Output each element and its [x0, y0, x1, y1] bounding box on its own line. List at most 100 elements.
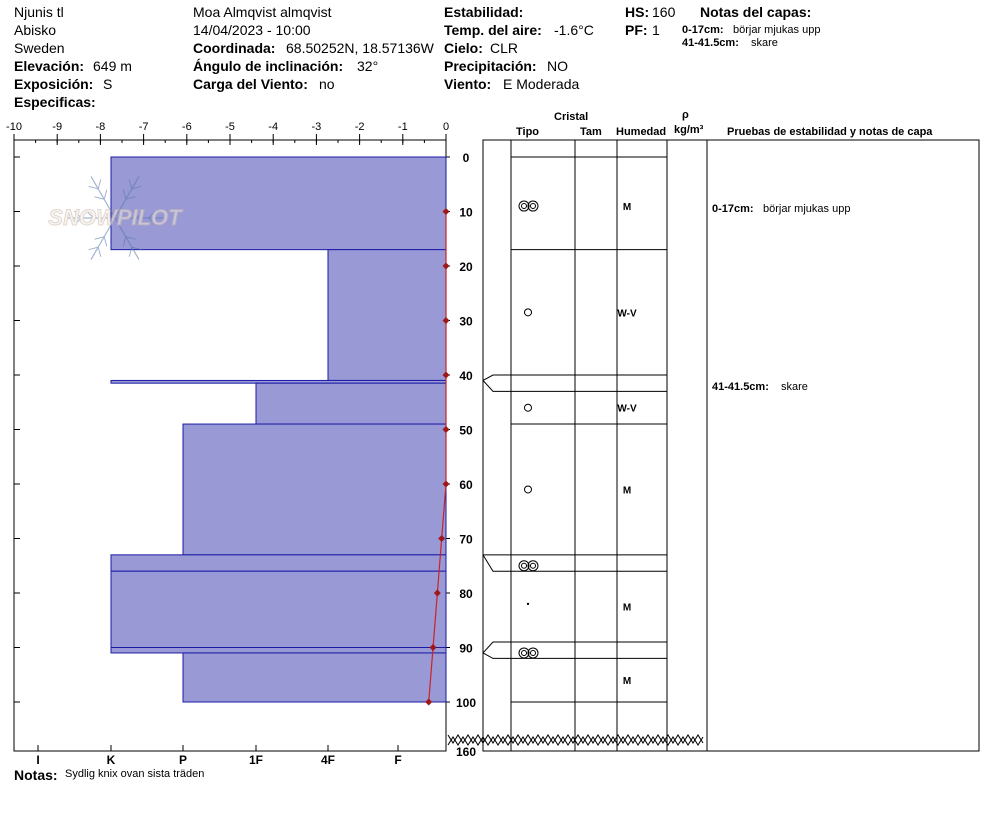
depth-tick-label: 60	[459, 478, 473, 492]
hardness-tick-label: P	[179, 753, 187, 767]
temperature-marker	[425, 698, 433, 706]
aspect-label: Exposición:	[14, 76, 94, 92]
thin-layer-connector	[482, 380, 511, 392]
melt-cluster-icon	[527, 200, 539, 212]
elevation-label: Elevación:	[14, 58, 85, 74]
moisture-label: W-V	[617, 308, 637, 319]
hardness-layer	[110, 156, 447, 251]
moisture-label: M	[623, 676, 631, 687]
test-note-range: 0-17cm:	[712, 203, 754, 215]
temp-tick-label: -4	[268, 121, 278, 133]
melt-cluster-icon	[518, 647, 530, 659]
melt-cluster-icon	[518, 200, 530, 212]
hardness-layer	[182, 423, 447, 556]
airtemp-label: Temp. del aire:	[444, 22, 542, 38]
thin-layer-connector	[482, 652, 511, 659]
col-density-unit: kg/m³	[674, 124, 704, 136]
snowflake-branch	[85, 210, 94, 219]
melt-cluster-icon	[521, 562, 527, 569]
layer-note-range: 41-41.5cm:	[682, 37, 739, 49]
elevation-value: 649 m	[93, 58, 132, 74]
temperature-marker	[442, 208, 450, 215]
temperature-marker	[442, 317, 450, 324]
depth-tick-label: 30	[459, 315, 473, 329]
snowflake-branch	[97, 179, 102, 190]
country: Sweden	[14, 40, 65, 56]
windload-value: no	[319, 76, 335, 92]
test-note-range: 41-41.5cm:	[712, 381, 769, 393]
thin-layer-connector	[482, 374, 511, 381]
depth-tick-label: 80	[459, 587, 473, 601]
hs-label: HS:	[625, 4, 650, 20]
temperature-marker	[438, 535, 446, 542]
snowflake-branch	[136, 217, 145, 226]
depth-tick-label: 0	[463, 151, 470, 165]
hs-value: 160	[652, 4, 676, 20]
melt-cluster-icon	[530, 562, 536, 569]
depth-tick-label: 40	[459, 369, 473, 383]
thin-layer-connector	[482, 641, 511, 654]
temp-tick-label: -1	[398, 121, 408, 133]
region: Abisko	[14, 22, 57, 38]
col-tam: Tam	[580, 126, 602, 138]
hardness-tick-label: K	[107, 753, 116, 767]
snowflake-branch	[94, 236, 105, 240]
temp-tick-label: -9	[52, 121, 62, 133]
col-rho: ρ	[682, 109, 689, 121]
hardness-layer	[255, 382, 447, 425]
snowflake-arm	[114, 176, 140, 219]
snowflake-branch	[122, 236, 127, 247]
axis-break	[447, 734, 704, 744]
sky-label: Cielo:	[444, 40, 483, 56]
moisture-label: W-V	[617, 404, 637, 415]
hardness-tick-label: I	[36, 753, 39, 767]
snowflake-branch	[94, 196, 105, 200]
moisture-label: M	[623, 603, 631, 614]
moisture-label: M	[623, 202, 631, 213]
depth-max-label: 160	[456, 745, 476, 759]
test-note-text: börjar mjukas upp	[763, 203, 851, 215]
temp-tick-label: -10	[6, 121, 22, 133]
snowflake-branch	[73, 217, 82, 226]
temperature-marker	[442, 371, 450, 379]
col-tests: Pruebas de estabilidad y notas de capa	[727, 126, 933, 138]
depth-tick-label: 20	[459, 260, 473, 274]
aspect-value: S	[103, 76, 113, 92]
hardness-layer	[327, 249, 447, 381]
melt-cluster-icon	[518, 560, 530, 572]
snowflake-branch	[128, 179, 133, 190]
notes-label: Notas:	[14, 767, 58, 783]
thin-layer-connector	[482, 554, 511, 572]
melt-cluster-icon	[527, 647, 539, 659]
location: Njunis tl	[14, 4, 64, 20]
pf-label: PF:	[625, 22, 648, 38]
airtemp-value: -1.6°C	[554, 22, 594, 38]
snowflake-branch	[88, 185, 99, 190]
snowflake-arm	[114, 217, 140, 260]
coord-value: 68.50252N, 18.57136W	[286, 40, 434, 56]
snowflake-branch	[103, 236, 108, 247]
snowflake-branch	[88, 246, 99, 251]
depth-tick-label: 10	[459, 206, 473, 220]
snowpilot-logo: SNOWPILOT	[48, 176, 184, 260]
rounded-grain-icon	[524, 485, 532, 494]
sky-value: CLR	[490, 40, 519, 56]
coord-label: Coordinada:	[193, 40, 276, 56]
logo-text: SNOWPILOT	[48, 205, 183, 230]
specifics-label: Especificas:	[14, 94, 96, 110]
col-cristal: Cristal	[554, 111, 589, 123]
temperature-marker	[442, 262, 450, 270]
datetime: 14/04/2023 - 10:00	[193, 22, 311, 38]
snowflake-branch	[97, 246, 102, 257]
col-humedad: Humedad	[616, 126, 667, 138]
wind-value: E Moderada	[503, 76, 580, 92]
slope-value: 32°	[357, 58, 379, 74]
layer-note-text: skare	[751, 37, 778, 49]
melt-cluster-icon	[521, 649, 527, 656]
precip-value: NO	[547, 58, 568, 74]
melt-cluster-icon	[530, 203, 536, 210]
rounded-grain-icon	[524, 308, 532, 317]
layer-note-range: 0-17cm:	[682, 24, 724, 36]
melt-cluster-icon	[530, 649, 536, 656]
